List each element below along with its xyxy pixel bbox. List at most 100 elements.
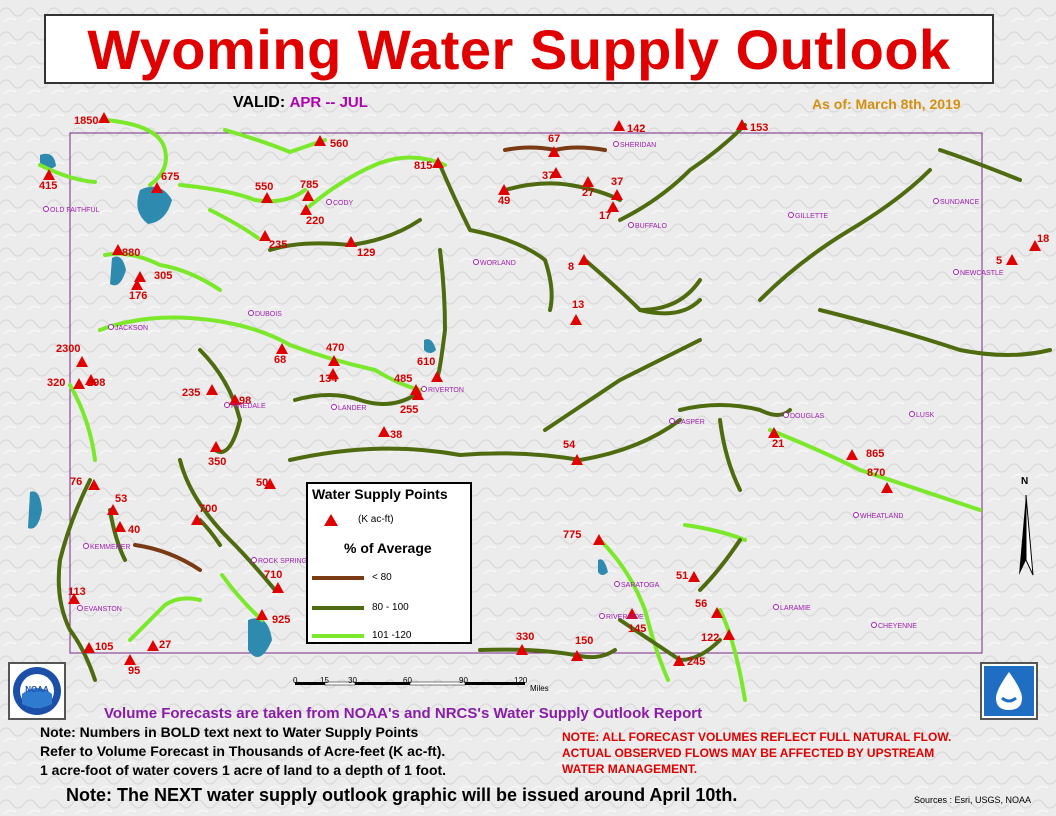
forecast-point-label: 235 <box>269 239 287 251</box>
forecast-point-label: 150 <box>575 635 593 647</box>
forecast-point-label: 145 <box>628 623 646 635</box>
river-north-platte-lower <box>768 428 982 512</box>
town-dot <box>953 269 959 275</box>
red-note-line-2: ACTUAL OBSERVED FLOWS MAY BE AFFECTED BY… <box>562 746 935 760</box>
legend-title: Water Supply Points <box>312 486 448 502</box>
forecast-point-label: 49 <box>498 195 510 207</box>
town-label: CHEYENNE <box>878 623 917 630</box>
river-wind <box>98 315 422 392</box>
forecast-point-marker <box>498 184 510 195</box>
forecast-point-label: 5 <box>996 255 1002 267</box>
river-madison <box>38 163 97 184</box>
river-belle-fourche <box>758 168 932 302</box>
forecast-point-marker <box>88 479 100 490</box>
river-bear <box>56 478 97 682</box>
forecast-point-label: 350 <box>208 456 226 468</box>
forecast-point-label: 865 <box>866 448 884 460</box>
bold-note-line-1: Note: Numbers in BOLD text next to Water… <box>40 724 419 740</box>
forecast-point-label: 245 <box>687 656 705 668</box>
forecast-point-label: 153 <box>750 122 768 134</box>
river-big-horn <box>438 163 554 312</box>
forecast-point-marker <box>582 176 594 187</box>
river-north-platte-casper <box>678 403 792 417</box>
forecast-point-label: 40 <box>128 524 140 536</box>
forecast-point-marker <box>723 629 735 640</box>
forecast-point-label: 470 <box>326 342 344 354</box>
river-sweetwater <box>288 418 682 462</box>
forecast-point-marker <box>112 244 124 255</box>
town-dot <box>788 212 794 218</box>
forecast-point-label: 675 <box>161 171 179 183</box>
town-label: WHEATLAND <box>860 513 903 520</box>
forecast-point-label: 775 <box>563 529 581 541</box>
forecast-point-marker <box>768 427 780 438</box>
town-label: SUNDANCE <box>940 199 980 206</box>
sources-credit: Sources : Esri, USGS, NOAA <box>914 795 1032 805</box>
forecast-point-label: 68 <box>274 354 286 366</box>
rivers <box>38 118 1052 702</box>
forecast-point-label: 98 <box>239 395 251 407</box>
river-powder-upper <box>618 123 747 222</box>
forecast-point-icon <box>324 514 338 526</box>
forecast-point-label: 235 <box>182 387 200 399</box>
town-dot <box>853 512 859 518</box>
town-label: RIVERTON <box>428 387 464 394</box>
river-laramie <box>718 608 747 702</box>
lakes <box>28 153 608 658</box>
forecast-point-label: 27 <box>582 187 594 199</box>
forecast-point-marker <box>68 593 80 604</box>
jackson-lake <box>110 256 126 286</box>
forecast-point-marker <box>736 119 748 130</box>
legend-unit: (K ac-ft) <box>358 514 394 525</box>
forecast-point-label: 56 <box>695 598 707 610</box>
river-horse-creek <box>718 418 742 492</box>
river-popo-agie <box>293 393 417 406</box>
forecast-point-marker <box>550 167 562 178</box>
scale-unit: Miles <box>530 684 549 693</box>
forecast-point-label: 550 <box>255 181 273 193</box>
forecast-point-marker <box>516 644 528 655</box>
forecast-point-label: 415 <box>39 180 57 192</box>
scale-tick: 30 <box>348 676 357 685</box>
bear-lake <box>28 491 42 529</box>
town-label: KEMMERER <box>90 544 130 551</box>
yellowstone-lake <box>137 186 172 224</box>
legend: Water Supply Points (K ac-ft) % of Avera… <box>306 482 472 644</box>
town-dot <box>421 386 427 392</box>
bold-note: Note: Numbers in BOLD text next to Water… <box>40 723 446 780</box>
nws-logo <box>980 662 1038 720</box>
legend-line-below-80 <box>312 576 364 580</box>
river-south-fork-shoshone <box>208 208 260 240</box>
town-dot <box>773 604 779 610</box>
water-drop-icon <box>984 666 1034 716</box>
legend-percent-title: % of Average <box>344 540 432 556</box>
town-dot <box>909 411 915 417</box>
town-dot <box>613 141 619 147</box>
forecast-point-marker <box>114 521 126 532</box>
river-yellowstone <box>103 118 168 187</box>
forecast-point-label: 815 <box>414 160 432 172</box>
seminoe-reservoir <box>598 559 608 575</box>
legend-label-below-80: < 80 <box>372 572 392 583</box>
forecast-point-label: 870 <box>867 467 885 479</box>
forecast-point-marker <box>98 112 110 123</box>
town-label: CASPER <box>676 419 705 426</box>
town-label: LUSK <box>916 412 935 419</box>
valid-period: VALID: APR -- JUL <box>233 94 368 112</box>
forecast-point-marker <box>264 478 276 489</box>
forecast-point-label: 560 <box>330 138 348 150</box>
forecast-point-marker <box>571 650 583 661</box>
north-label: N <box>1021 476 1029 487</box>
forecast-point-label: 37 <box>611 176 623 188</box>
river-salt <box>68 383 97 462</box>
forecast-point-label: 176 <box>129 290 147 302</box>
forecast-point-marker <box>300 204 312 215</box>
town-dot <box>251 557 257 563</box>
river-salt-creek <box>638 298 702 316</box>
forecast-point-marker <box>328 355 340 366</box>
forecast-point-label: 17 <box>599 210 611 222</box>
valid-label: VALID: <box>233 94 286 111</box>
forecast-point-label: 105 <box>95 641 113 653</box>
forecast-point-label: 67 <box>548 133 560 145</box>
north-arrow-icon <box>1019 494 1034 576</box>
